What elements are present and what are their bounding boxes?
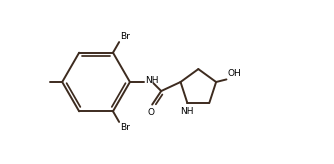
Text: Br: Br: [120, 32, 130, 41]
Text: NH: NH: [181, 107, 194, 116]
Text: O: O: [147, 108, 154, 117]
Text: OH: OH: [227, 69, 241, 78]
Text: Br: Br: [120, 123, 130, 132]
Text: NH: NH: [145, 76, 158, 85]
